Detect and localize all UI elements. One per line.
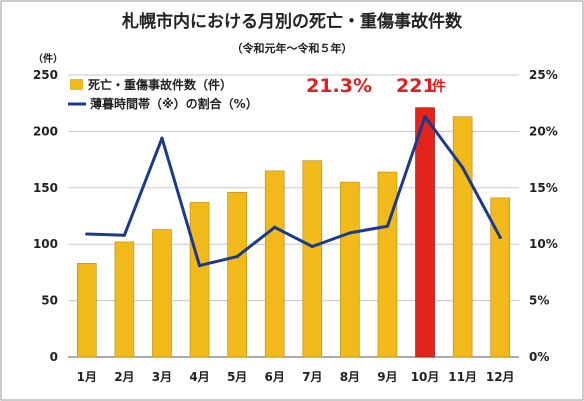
x-tick-label: 2月 <box>114 370 134 384</box>
line-point <box>235 255 239 259</box>
y-left-tick-label: 150 <box>33 181 58 195</box>
bar <box>76 263 97 358</box>
legend: 死亡・重傷事故件数（件） 薄暮時間帯（※）の割合（%） <box>68 77 258 111</box>
bar-series <box>76 107 511 358</box>
y-right-tick-label: 25% <box>529 68 558 82</box>
line-point <box>85 232 89 236</box>
line-point <box>423 115 427 119</box>
y-right-tick-label: 10% <box>529 237 558 251</box>
line-point <box>273 225 277 229</box>
bar <box>152 229 172 358</box>
bar <box>490 197 511 358</box>
y-left-tick-label: 200 <box>33 124 58 138</box>
chart-title: 札幌市内における月別の死亡・重傷事故件数 <box>121 11 463 32</box>
bar <box>264 170 285 358</box>
callout-bar-value: 221 <box>396 75 436 97</box>
y-axis-right: 0% 5% 10% 15% 20% 25% <box>529 68 558 364</box>
x-tick-label: 1月 <box>77 370 97 384</box>
legend-bar-swatch <box>70 79 83 90</box>
x-tick-label: 8月 <box>340 370 360 384</box>
bar-highlight <box>415 107 435 358</box>
x-tick-label: 6月 <box>265 370 285 384</box>
y-left-tick-label: 0 <box>50 350 58 364</box>
y-axis-left: 0 50 100 150 200 250 <box>33 68 58 364</box>
y-right-tick-label: 20% <box>529 124 558 138</box>
line-point <box>385 224 390 228</box>
bar <box>189 202 210 358</box>
legend-line-label: 薄暮時間帯（※）の割合（%） <box>90 96 258 111</box>
line-point <box>160 136 164 140</box>
x-tick-label: 7月 <box>302 370 322 384</box>
x-tick-label: 12月 <box>486 370 515 384</box>
line-point <box>348 231 352 235</box>
bar <box>227 192 247 358</box>
line-point <box>461 165 465 170</box>
y-left-tick-label: 250 <box>33 68 58 82</box>
callout-line-value: 21.3% <box>306 75 372 97</box>
y-right-tick-label: 5% <box>529 294 549 308</box>
bar <box>377 171 398 358</box>
bar <box>340 181 360 358</box>
bar <box>114 241 135 358</box>
y-left-tick-label: 50 <box>41 294 58 308</box>
bar <box>452 116 473 358</box>
y-left-tick-label: 100 <box>33 237 58 251</box>
line-path <box>85 115 502 268</box>
chart-subtitle: （令和元年～令和５年） <box>232 41 353 55</box>
x-tick-label: 9月 <box>377 370 397 384</box>
bar <box>302 160 323 358</box>
x-tick-label: 5月 <box>227 370 247 384</box>
y-left-unit: （件） <box>33 52 63 65</box>
line-point <box>122 233 126 237</box>
line-point <box>197 264 202 268</box>
line-point <box>498 235 502 240</box>
x-tick-label: 3月 <box>152 370 172 384</box>
x-tick-label: 11月 <box>448 370 477 384</box>
y-right-tick-label: 0% <box>529 350 549 364</box>
legend-bar-label: 死亡・重傷事故件数（件） <box>88 77 232 92</box>
gridlines <box>68 74 519 358</box>
line-point <box>310 244 314 249</box>
x-tick-label: 4月 <box>189 370 209 384</box>
x-tick-label: 10月 <box>411 370 440 384</box>
line-series <box>85 115 502 268</box>
x-axis: 1月 2月 3月 4月 5月 6月 7月 8月 9月 10月 11月 12月 <box>77 370 515 384</box>
highlight-callouts: 21.3% 221 件 <box>306 75 446 97</box>
callout-bar-unit: 件 <box>432 78 446 95</box>
y-right-tick-label: 15% <box>529 181 558 195</box>
